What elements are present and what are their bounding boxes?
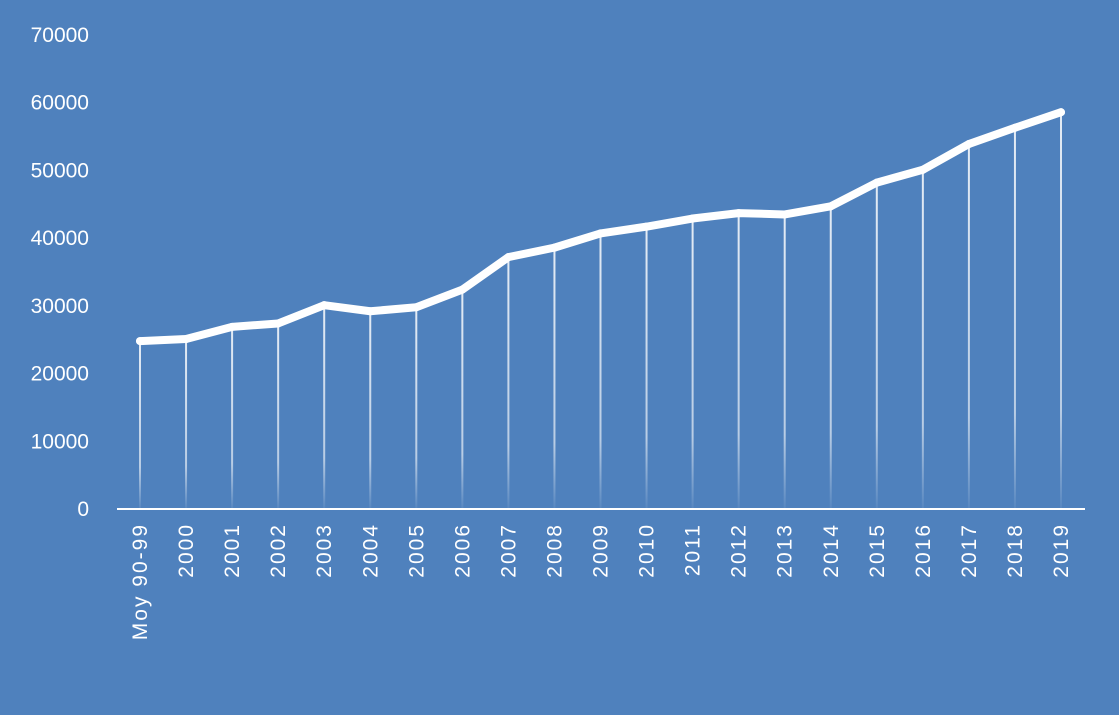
drop-line [1013,127,1016,510]
x-tick-label: 2008 [543,523,566,578]
data-point [504,253,513,262]
drop-line [507,257,510,509]
drop-line [1060,112,1062,510]
x-tick-label: 2013 [774,523,797,578]
data-point [642,222,651,231]
y-tick-label: 50000 [31,159,89,182]
y-axis: 0 10000 20000 30000 40000 50000 60000 70000 [31,24,89,521]
y-tick-label: 60000 [31,92,89,115]
data-point [320,301,329,310]
x-tick-label: 2018 [1004,523,1027,578]
x-tick-label: 2017 [958,523,981,578]
drop-line [139,341,141,509]
drop-line [185,339,188,509]
drop-line [645,226,648,510]
drop-line [691,218,694,509]
drop-line [921,169,924,509]
drop-line [231,326,234,509]
y-tick-label: 30000 [31,295,89,318]
data-point [826,202,835,211]
drop-line [737,213,740,510]
data-point [964,140,973,149]
x-tick-label: 2006 [451,523,474,578]
drop-line [323,305,326,509]
drop-line [461,289,464,509]
x-tick-label: 2003 [313,523,336,578]
drop-line [783,214,786,509]
x-tick-label: 2014 [820,523,843,578]
data-point [688,214,697,223]
data-point [228,322,237,331]
x-tick-label: 2000 [175,523,198,578]
data-point [458,285,467,294]
drop-line [553,247,556,509]
x-tick-label: 2007 [497,523,520,578]
data-point [918,165,927,174]
x-tick-label: 2015 [866,523,889,578]
data-point [734,209,743,218]
x-tick-label: 2005 [405,523,428,578]
x-tick-label: 2019 [1050,523,1073,578]
drop-line [875,182,878,510]
x-tick-label: 2016 [912,523,935,578]
x-tick-label: 2002 [267,523,290,578]
data-point [872,178,881,187]
data-point [136,337,144,346]
data-point [1057,108,1065,117]
x-tick-label: 2011 [682,523,705,576]
x-tick-label: Moy 90-99 [129,523,152,640]
y-tick-label: 0 [77,498,89,521]
data-point [412,303,421,312]
drop-line [277,323,280,509]
drop-line [415,307,418,509]
y-tick-label: 40000 [31,227,89,250]
drop-line [829,206,832,509]
x-tick-label: 2010 [636,523,659,578]
series-layer [136,108,1065,346]
y-tick-label: 70000 [31,24,89,47]
drop-line [967,144,970,509]
y-tick-label: 20000 [31,363,89,386]
data-point [550,243,559,252]
data-point [366,307,375,316]
data-point [274,319,283,328]
data-point [182,335,191,344]
data-point [596,229,605,238]
drop-line [369,311,372,509]
x-tick-label: 2009 [590,523,613,578]
x-tick-labels: Moy 90-99 2000 2001 2002 2003 2004 2005 2006 200… [129,523,1073,640]
data-point [780,210,789,219]
drop-lines [139,112,1062,510]
x-tick-label: 2001 [221,523,244,578]
drop-line [599,233,602,509]
y-tick-label: 10000 [31,430,89,453]
data-point [1010,123,1019,132]
x-tick-label: 2004 [359,523,382,578]
x-tick-label: 2012 [728,523,751,578]
